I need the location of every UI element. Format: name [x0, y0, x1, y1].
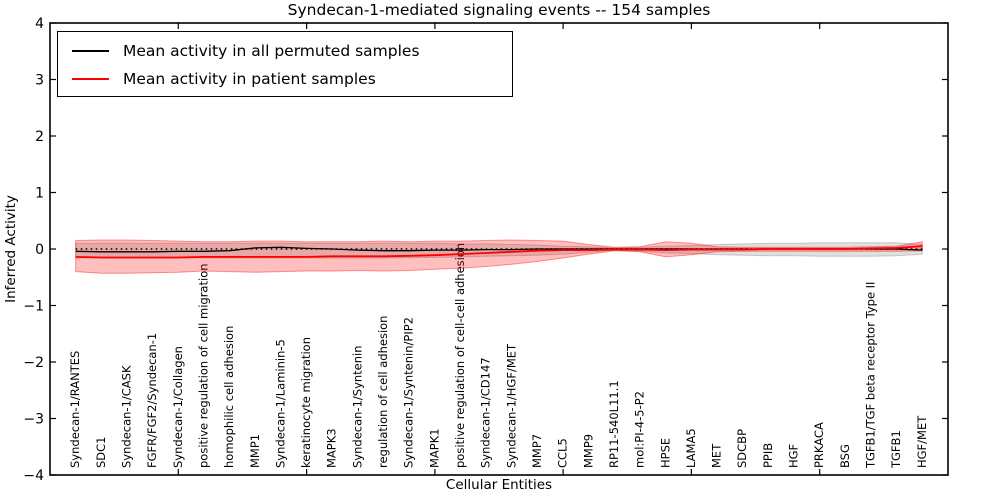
y-tick-label: 1 — [35, 186, 44, 202]
y-tick-label: −2 — [23, 355, 44, 371]
entity-label: homophilic cell adhesion — [222, 326, 236, 468]
entity-label: MAPK3 — [325, 428, 339, 468]
entity-label: HPSE — [658, 438, 672, 468]
entity-label: TGFB1 — [889, 430, 903, 469]
entity-label: Syndecan-1/Laminin-5 — [273, 339, 287, 468]
y-tick-label: 0 — [35, 242, 44, 258]
entity-label: positive regulation of cell migration — [196, 263, 210, 468]
entity-label: Syndecan-1/CD147 — [479, 357, 493, 468]
entity-label: Syndecan-1/Collagen — [171, 346, 185, 468]
legend: Mean activity in all permuted samples Me… — [57, 31, 513, 97]
entity-label: MET — [710, 443, 724, 468]
entity-label: MMP7 — [530, 434, 544, 468]
entity-label: PPIB — [761, 443, 775, 468]
entity-label: CCL5 — [556, 438, 570, 468]
patient-std-band — [75, 239, 923, 274]
entity-label: SDCBP — [735, 429, 749, 468]
patient-line-swatch — [72, 78, 109, 80]
entity-label: LAMA5 — [684, 428, 698, 468]
entity-label: Syndecan-1/RANTES — [68, 351, 82, 468]
y-tick-label: −1 — [23, 299, 44, 315]
entity-label: mol:PI-4-5-P2 — [633, 391, 647, 468]
legend-item-patient: Mean activity in patient samples — [72, 65, 512, 93]
y-tick-label: 2 — [35, 129, 44, 145]
patient-mean-line — [75, 245, 923, 259]
y-tick-label: −4 — [23, 468, 44, 484]
permuted-std-band — [75, 242, 923, 259]
entity-label: Syndecan-1/HGF/MET — [504, 343, 518, 468]
entity-label: regulation of cell adhesion — [376, 316, 390, 468]
chart-title: Syndecan-1-mediated signaling events -- … — [287, 1, 711, 19]
entity-label: positive regulation of cell-cell adhesio… — [453, 243, 467, 468]
legend-label-patient: Mean activity in patient samples — [123, 70, 376, 88]
entity-label: BSG — [838, 444, 852, 468]
entity-label: SDC1 — [94, 436, 108, 468]
legend-item-permuted: Mean activity in all permuted samples — [72, 37, 512, 65]
y-tick-label: −3 — [23, 412, 44, 428]
entity-label: keratinocyte migration — [299, 337, 313, 468]
entity-label: FGFR/FGF2/Syndecan-1 — [145, 333, 159, 468]
y-axis-label: Inferred Activity — [3, 195, 19, 303]
entity-label: PRKACA — [812, 422, 826, 468]
y-tick-label: 4 — [35, 16, 44, 32]
permuted-line-swatch — [72, 50, 109, 52]
y-tick-label: 3 — [35, 73, 44, 89]
entity-label: Syndecan-1/CASK — [120, 365, 134, 468]
entity-label: Syndecan-1/Syntenin — [350, 345, 364, 468]
entity-label: HGF — [787, 444, 801, 468]
entity-label: HGF/MET — [915, 415, 929, 468]
x-axis-label: Cellular Entities — [445, 477, 553, 493]
entity-label: MAPK1 — [427, 428, 441, 468]
entity-label: TGFB1/TGF beta receptor Type II — [864, 282, 878, 469]
legend-label-permuted: Mean activity in all permuted samples — [123, 42, 420, 60]
entity-label: MMP9 — [581, 434, 595, 468]
entity-label: Syndecan-1/Syntenin/PIP2 — [402, 317, 416, 468]
entity-label: RP11-540L11.1 — [607, 380, 621, 468]
entity-label: MMP1 — [248, 434, 262, 468]
